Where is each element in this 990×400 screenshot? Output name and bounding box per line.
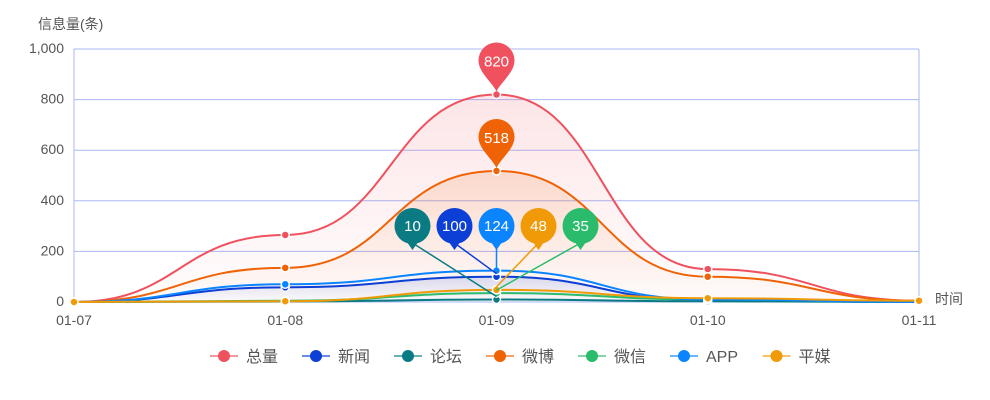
legend-item-新闻[interactable]: 新闻	[338, 348, 370, 366]
max-label-平媒: 48	[530, 218, 547, 235]
y-axis-title: 信息量(条)	[38, 16, 103, 32]
legend-marker	[770, 350, 783, 362]
legend-item-微信[interactable]: 微信	[614, 348, 646, 366]
max-pin-新闻	[436, 208, 473, 244]
max-pin-leader-论坛	[412, 242, 497, 298]
max-label-论坛: 10	[404, 218, 421, 235]
y-tick-label: 800	[41, 91, 65, 107]
data-point-微博	[703, 271, 713, 282]
max-pin-leader-微信	[496, 242, 581, 291]
data-point-平媒	[69, 297, 79, 307]
y-tick-label: 0	[56, 293, 64, 309]
data-point-微博	[491, 166, 502, 176]
data-point-平媒	[703, 293, 713, 303]
x-tick-label: 01-09	[479, 312, 515, 328]
legend-marker	[586, 350, 598, 362]
legend-marker	[678, 350, 690, 362]
max-pin-平媒	[520, 208, 557, 244]
max-label-微信: 35	[572, 218, 589, 235]
legend-item-APP[interactable]: APP	[706, 349, 738, 366]
legend-item-微博[interactable]: 微博	[522, 348, 554, 366]
y-tick-label: 200	[41, 242, 65, 258]
legend-marker	[310, 350, 322, 362]
legend-item-论坛[interactable]: 论坛	[430, 348, 462, 366]
x-tick-label: 01-11	[902, 312, 937, 328]
max-pin-论坛	[394, 208, 431, 244]
x-tick-label: 01-08	[267, 312, 303, 328]
max-label-新闻: 100	[442, 218, 467, 235]
data-point-平媒	[914, 295, 924, 306]
y-tick-label: 600	[41, 141, 65, 157]
max-pin-leader-平媒	[495, 242, 540, 288]
y-tick-label: 400	[41, 192, 65, 208]
data-point-APP	[280, 279, 290, 290]
max-pin-微博	[478, 118, 515, 168]
x-tick-label: 01-10	[690, 312, 726, 328]
x-axis-title: 时间	[935, 291, 963, 307]
legend-item-平媒[interactable]: 平媒	[799, 348, 831, 366]
max-pin-APP	[478, 208, 515, 244]
max-pin-总量	[478, 42, 515, 92]
data-point-微博	[280, 263, 290, 273]
max-pin-leader-新闻	[454, 242, 497, 275]
max-label-APP: 124	[484, 218, 509, 235]
x-tick-label: 01-07	[56, 312, 92, 328]
data-point-总量	[491, 89, 502, 100]
legend-marker	[402, 350, 414, 362]
legend-item-总量[interactable]: 总量	[246, 348, 278, 366]
data-point-总量	[703, 264, 713, 274]
max-label-总量: 820	[484, 54, 509, 71]
data-point-平媒	[280, 296, 290, 306]
data-point-总量	[280, 230, 290, 240]
max-label-微博: 518	[484, 130, 509, 147]
legend-marker	[218, 350, 230, 362]
y-tick-label: 1,000	[29, 40, 64, 56]
max-pin-微信	[562, 208, 599, 244]
legend-marker	[494, 350, 506, 362]
